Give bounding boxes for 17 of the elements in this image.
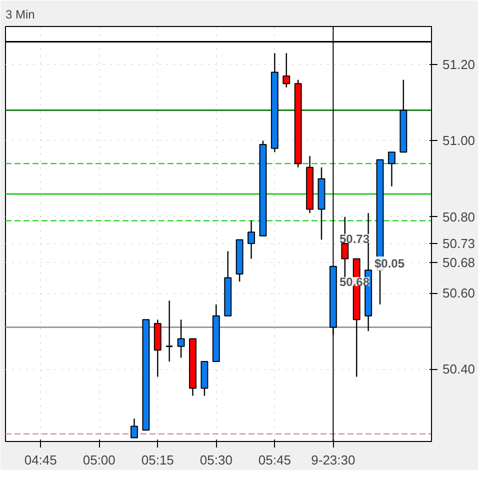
y-tick-label: 51.20: [442, 57, 476, 72]
x-tick-label: 05:45: [258, 452, 291, 468]
chart-title: 3 Min: [6, 8, 35, 22]
y-tick-label: 50.80: [442, 209, 476, 224]
y-tick-label: 50.68: [442, 255, 476, 270]
y-tick-label: 50.40: [442, 362, 476, 377]
annotation: $0.05: [374, 256, 405, 270]
y-tick-label: 51.00: [442, 133, 476, 148]
x-tick-label: 04:45: [24, 452, 57, 468]
y-tick-label: 50.60: [442, 286, 476, 301]
annotation: 50.68: [339, 275, 370, 289]
x-tick-label: 05:00: [82, 452, 116, 468]
x-tick-label: 05:15: [141, 452, 174, 468]
annotation: 50.73: [339, 232, 370, 246]
x-tick-label: 05:30: [200, 452, 232, 468]
y-tick-label: 50.73: [442, 236, 476, 252]
x-tick-label: 9-23:30: [311, 452, 356, 468]
